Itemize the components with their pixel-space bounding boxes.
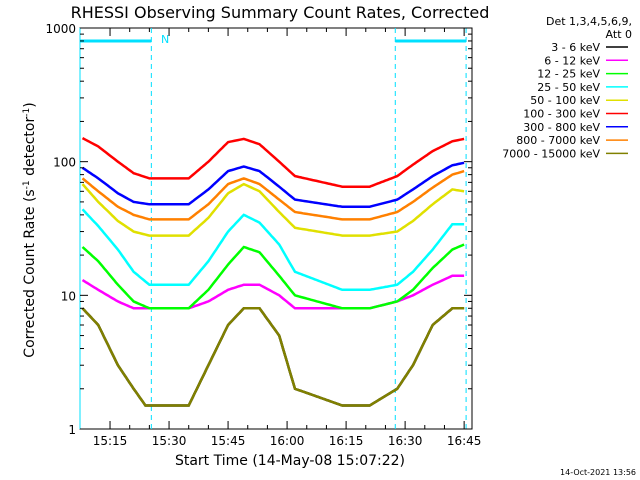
legend-header-line1: Det 1,3,4,5,6,9, [546, 15, 632, 28]
y-axis-label-mid: detector [22, 117, 38, 181]
x-tick-label: 15:15 [93, 434, 128, 448]
legend-label: 100 - 300 keV [523, 108, 600, 121]
y-axis-label-sup1: -1 [22, 180, 32, 189]
legend-label: 800 - 7000 keV [516, 134, 600, 147]
series-line-800-7000keV [81, 169, 465, 221]
x-tick-label: 15:30 [152, 434, 187, 448]
y-tick-label: 1 [68, 423, 76, 437]
series-line-50-100keV [81, 182, 465, 237]
series-layer [81, 137, 465, 407]
y-tick-label: 10 [61, 289, 76, 303]
y-axis-label: Corrected Count Rate (s-1 detector-1) [22, 102, 38, 357]
legend-label: 50 - 100 keV [530, 94, 600, 107]
y-axis: 1 10 100 1000 [45, 22, 472, 437]
legend-label: 6 - 12 keV [544, 54, 600, 67]
legend-header-line2: Att 0 [606, 28, 632, 41]
series-line-25-50keV [81, 208, 465, 292]
x-tick-label: 16:45 [447, 434, 482, 448]
y-axis-label-end: ) [22, 102, 38, 107]
x-axis: 15:15 15:30 15:45 16:00 16:15 16:30 16:45 [93, 28, 482, 448]
x-axis-label: Start Time (14-May-08 15:07:22) [175, 453, 405, 469]
legend-label: 25 - 50 keV [537, 81, 600, 94]
timestamp: 14-Oct-2021 13:56 [560, 468, 636, 477]
night-flag-label: N [161, 33, 169, 46]
legend-label: 7000 - 15000 keV [502, 147, 600, 160]
chart-title: RHESSI Observing Summary Count Rates, Co… [71, 3, 490, 22]
x-tick-label: 16:30 [388, 434, 423, 448]
y-tick-label: 100 [53, 156, 76, 170]
legend-label: 300 - 800 keV [523, 121, 600, 134]
night-markers [79, 28, 467, 429]
x-tick-label: 16:15 [329, 434, 364, 448]
legend-label: 3 - 6 keV [551, 41, 600, 54]
legend-label: 12 - 25 keV [537, 68, 600, 81]
y-axis-label-main: Corrected Count Rate (s [22, 189, 38, 357]
x-tick-label: 16:00 [270, 434, 305, 448]
series-line-7000-15000keV [81, 307, 465, 407]
series-line-12-25keV [81, 243, 465, 310]
y-axis-label-sup2: -1 [22, 108, 32, 117]
series-line-100-300keV [81, 137, 465, 188]
y-tick-label: 1000 [45, 22, 76, 36]
series-line-300-800keV [81, 161, 465, 208]
x-tick-label: 15:45 [211, 434, 246, 448]
